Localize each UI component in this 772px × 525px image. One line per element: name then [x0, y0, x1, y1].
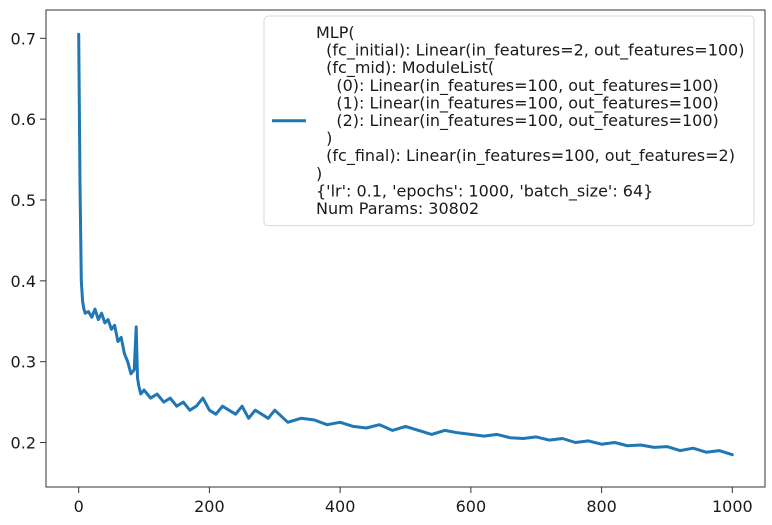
legend-label-line: (1): Linear(in_features=100, out_feature…: [316, 93, 719, 113]
x-tick-label: 600: [456, 497, 487, 516]
y-tick-label: 0.4: [11, 272, 36, 291]
y-tick-label: 0.5: [11, 191, 36, 210]
plot-frame: [45, 9, 766, 488]
legend-box: [263, 15, 755, 227]
x-tick-label: 200: [194, 497, 225, 516]
y-tick-label: 0.7: [11, 29, 36, 48]
legend-label-line: ): [316, 129, 332, 148]
y-tick-label: 0.6: [11, 110, 36, 129]
legend-label-line: (2): Linear(in_features=100, out_feature…: [316, 111, 719, 131]
legend-label-line: (fc_mid): ModuleList(: [316, 58, 494, 78]
legend-label-line: ): [316, 164, 322, 183]
legend-label-line: (0): Linear(in_features=100, out_feature…: [316, 76, 719, 96]
x-tick-label: 0: [74, 497, 84, 516]
legend-label-line: {'lr': 0.1, 'epochs': 1000, 'batch_size'…: [316, 181, 653, 201]
legend-label-line: (fc_initial): Linear(in_features=2, out_…: [316, 41, 744, 61]
x-tick-label: 1000: [712, 497, 753, 516]
x-tick-label: 400: [325, 497, 356, 516]
legend-label-line: MLP(: [316, 23, 355, 42]
x-tick-label: 800: [586, 497, 617, 516]
y-tick-label: 0.2: [11, 434, 36, 453]
y-tick-label: 0.3: [11, 353, 36, 372]
legend-label-line: (fc_final): Linear(in_features=100, out_…: [316, 146, 735, 166]
legend-label-line: Num Params: 30802: [316, 199, 479, 218]
series-line: [77, 32, 734, 457]
